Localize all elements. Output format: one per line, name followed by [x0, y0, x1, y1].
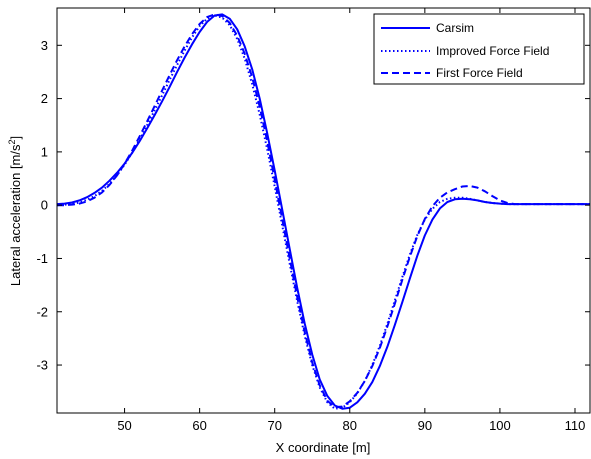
ticks-layer: 50 60 70 80 90 100 110 -3 -2 -1 0 1 2 3 — [36, 8, 590, 433]
legend-label-first: First Force Field — [436, 66, 523, 80]
y-tick-label: 1 — [41, 144, 48, 159]
legend: Carsim Improved Force Field First Force … — [373, 13, 585, 85]
x-tick-label: 90 — [418, 418, 432, 433]
x-tick-label: 110 — [565, 418, 586, 433]
x-tick-label: 60 — [192, 418, 206, 433]
series-line-carsim — [56, 13, 590, 410]
x-tick-label: 50 — [117, 418, 131, 433]
plot-frame — [56, 7, 591, 414]
y-tick-label: 2 — [41, 91, 48, 106]
y-tick-label: 0 — [41, 198, 48, 213]
x-axis-label: X coordinate [m] — [276, 440, 371, 455]
y-tick-label: -1 — [36, 251, 48, 266]
y-tick-label: 3 — [41, 38, 48, 53]
y-axis-label-sup: 2 — [7, 139, 17, 144]
y-axis-label: Lateral acceleration [m/s2] — [7, 136, 23, 286]
series-layer — [56, 13, 590, 410]
x-tick-label: 100 — [489, 418, 511, 433]
x-tick-label: 70 — [267, 418, 281, 433]
y-tick-label: -3 — [36, 358, 48, 373]
legend-label-carsim: Carsim — [436, 21, 474, 35]
y-axis-label-tail: ] — [8, 136, 23, 140]
x-tick-label: 80 — [343, 418, 357, 433]
y-tick-label: -2 — [36, 304, 48, 319]
series-line-first-force-field — [57, 13, 590, 409]
legend-label-improved: Improved Force Field — [436, 44, 549, 58]
y-axis-label-main: Lateral acceleration [m/s — [8, 144, 23, 286]
